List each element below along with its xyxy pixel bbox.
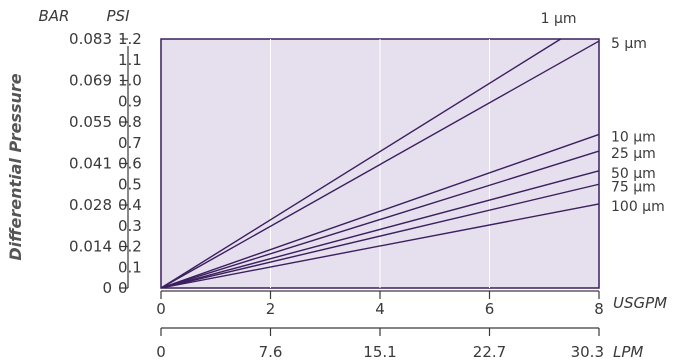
psi-tick-label: 0.8: [118, 113, 142, 131]
usgpm-tick-label: 0: [156, 300, 166, 318]
psi-tick-label: 1.0: [118, 72, 142, 90]
series-line: [160, 38, 562, 289]
series-lines: [160, 38, 600, 289]
psi-tick-label: 0.9: [118, 92, 142, 110]
psi-tick-label: 0.3: [118, 217, 142, 235]
bar-axis: 0 0.014 0.028 0.041 0.055 0.069 0.083: [69, 30, 129, 297]
psi-tick-label: 0.1: [118, 258, 142, 276]
lpm-tick-label: 30.3: [571, 343, 604, 361]
usgpm-tick-label: 4: [375, 300, 385, 318]
x-axis-lpm: 0 7.6 15.1 22.7 30.3: [156, 327, 604, 361]
lpm-tick-label: 0: [156, 343, 166, 361]
series-label: 75 µm: [611, 179, 656, 195]
x-axis-usgpm: 0 2 4 6 8: [156, 290, 604, 318]
series-label: 25 µm: [611, 146, 656, 162]
usgpm-tick-label: 2: [266, 300, 276, 318]
bar-tick-label: 0.028: [69, 196, 112, 214]
bar-tick-label: 0: [102, 279, 112, 297]
lpm-unit-label: LPM: [613, 343, 643, 361]
psi-tick-label: 0.7: [118, 134, 142, 152]
usgpm-unit-label: USGPM: [613, 294, 667, 312]
series-line: [160, 150, 600, 289]
lpm-tick-label: 7.6: [259, 343, 283, 361]
psi-tick-label: 1.2: [118, 30, 142, 48]
psi-tick-label: 0.4: [118, 196, 142, 214]
bar-tick-label: 0.055: [69, 113, 112, 131]
y-axis-label: Differential Pressure: [6, 73, 25, 260]
bar-tick-label: 0.041: [69, 155, 112, 173]
series-label: 10 µm: [611, 129, 656, 145]
bar-tick-label: 0.014: [69, 238, 112, 256]
series-label: 1 µm: [541, 11, 577, 27]
series-line: [160, 133, 600, 289]
series-label: 100 µm: [611, 199, 665, 215]
lpm-tick-label: 22.7: [473, 343, 506, 361]
series-label: 5 µm: [611, 36, 647, 52]
series-line: [160, 40, 600, 289]
bar-tick-label: 0.069: [69, 72, 112, 90]
series-line: [160, 183, 600, 289]
series-label: 50 µm: [611, 166, 656, 182]
usgpm-tick-label: 6: [485, 300, 495, 318]
bar-axis-unit: BAR: [39, 7, 70, 25]
psi-tick-label: 0.6: [118, 155, 142, 173]
series-line: [160, 203, 600, 289]
bar-tick-label: 0.083: [69, 30, 112, 48]
lpm-tick-label: 15.1: [363, 343, 396, 361]
usgpm-tick-label: 8: [594, 300, 604, 318]
psi-axis-unit: PSI: [107, 7, 131, 25]
psi-tick-label: 1.1: [118, 51, 142, 69]
psi-tick-label: 0.5: [118, 175, 142, 193]
series-line: [160, 170, 600, 289]
psi-tick-label: 0.2: [118, 238, 142, 256]
